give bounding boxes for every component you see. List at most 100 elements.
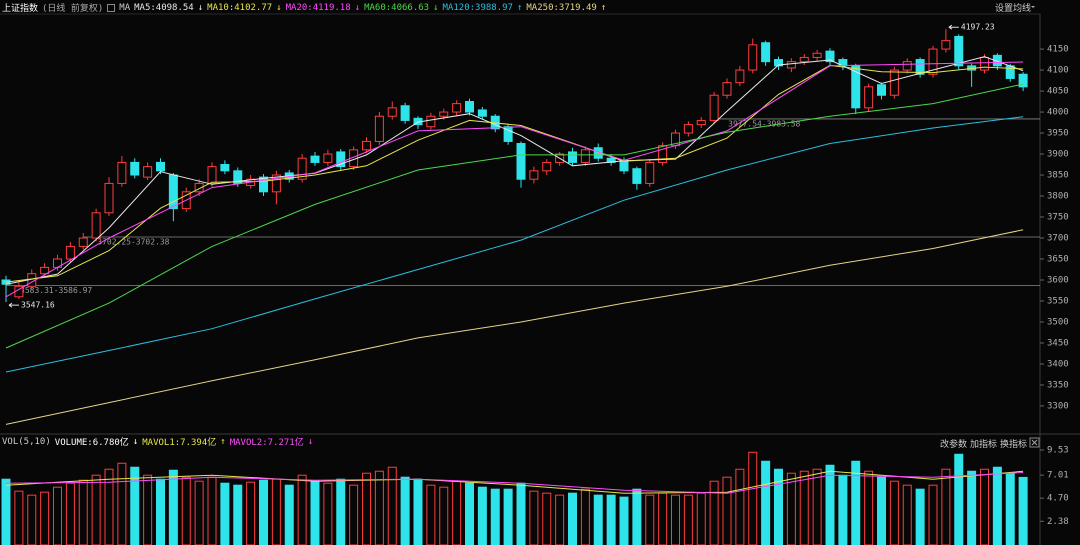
- volume-bar: [812, 468, 822, 545]
- ma-trend: ↓: [276, 2, 282, 13]
- candle-body: [130, 161, 140, 176]
- candle-body: [323, 153, 333, 163]
- volume-bar: [992, 466, 1002, 545]
- ma-trend: ↓: [354, 2, 361, 13]
- volume-bar: [40, 491, 50, 545]
- volume-bar: [91, 474, 101, 545]
- volume-bar: [671, 494, 680, 545]
- volume-bar: [53, 486, 62, 545]
- volume-bar: [413, 478, 423, 545]
- volume-bar: [722, 476, 732, 545]
- candle-body: [915, 59, 925, 75]
- candle-body: [877, 84, 886, 96]
- volume-bar: [336, 478, 346, 545]
- y-tick-label: 2.38: [1047, 517, 1069, 527]
- volume-bar: [864, 470, 874, 545]
- ma-trend: ↓: [433, 2, 439, 13]
- ma-trend: ↑: [516, 2, 523, 13]
- candle-body: [851, 65, 861, 109]
- candle-body: [297, 157, 307, 180]
- volume-bar: [194, 480, 204, 545]
- indicator-button[interactable]: 改参数: [940, 440, 968, 450]
- ma-legend: MA5:4098.54: [134, 2, 194, 13]
- candle-body: [735, 69, 745, 84]
- settings-button[interactable]: 设置均线: [995, 4, 1032, 14]
- volume-bar: [980, 468, 989, 545]
- volume-bar: [902, 484, 912, 545]
- y-tick-label: 3400: [1047, 359, 1069, 369]
- volume-bar: [748, 451, 758, 545]
- candle-body: [928, 48, 938, 75]
- volume-bar: [967, 470, 977, 545]
- volume-bar: [542, 492, 552, 545]
- volume-bar: [323, 482, 333, 545]
- volume-bar: [645, 494, 655, 545]
- candle-body: [580, 149, 590, 163]
- volume-bar: [928, 484, 938, 545]
- volume-bar: [452, 480, 462, 545]
- candle-body: [658, 145, 668, 163]
- candle-body: [387, 107, 397, 117]
- indicator-button[interactable]: 加指标: [970, 440, 998, 450]
- volume-bar: [168, 469, 178, 545]
- candle-body: [774, 59, 783, 67]
- candle-body: [902, 61, 912, 71]
- mavol-legend: MAVOL1:7.394亿: [142, 438, 217, 448]
- candle-body: [374, 115, 384, 142]
- volume-bar: [130, 466, 140, 545]
- ma-trend: ↑: [600, 2, 607, 13]
- volume-bar: [65, 482, 75, 545]
- volume-bar: [259, 479, 268, 545]
- candle-body: [992, 54, 1002, 67]
- volume-bar: [78, 479, 88, 545]
- candle-body: [761, 42, 771, 63]
- volume-bar: [632, 488, 642, 545]
- candle-body: [954, 35, 964, 67]
- volume-bar: [709, 480, 719, 545]
- candle-body: [271, 174, 281, 193]
- y-tick-label: 4.70: [1047, 494, 1069, 504]
- y-tick-label: 4150: [1047, 45, 1069, 55]
- volume-bar: [593, 494, 603, 545]
- y-tick-label: 3650: [1047, 255, 1069, 265]
- volume-bar: [246, 481, 256, 545]
- ma-legend: MA20:4119.18: [285, 2, 351, 13]
- volume-bar: [104, 468, 114, 545]
- volume-title: VOL(5,10): [2, 436, 51, 447]
- close-icon-x[interactable]: [1031, 439, 1038, 446]
- volume-bar: [503, 488, 513, 545]
- y-tick-label: 3450: [1047, 338, 1069, 348]
- volume-bar: [284, 484, 294, 545]
- volume-bar: [426, 484, 436, 545]
- candle-body: [645, 161, 655, 184]
- volume-bar: [619, 496, 629, 545]
- ma-line: [5, 116, 1024, 373]
- volume-bar: [14, 490, 24, 545]
- volume-bar: [580, 488, 590, 545]
- price-header: 上证指数 (日线 前复权) MA MA5:4098.54 ↓ MA10:4102.7…: [2, 1, 607, 15]
- volume-bar: [1, 478, 11, 545]
- candle-body: [516, 143, 526, 180]
- chart-subtitle: (日线 前复权): [42, 4, 104, 14]
- volume-bar: [271, 478, 281, 545]
- ma-line: [5, 229, 1024, 425]
- ma-line: [5, 472, 1024, 494]
- y-tick-label: 4100: [1047, 66, 1069, 76]
- help-icon[interactable]: [107, 3, 116, 12]
- candle-body: [207, 166, 217, 184]
- candle-body: [117, 161, 127, 184]
- volume-bar: [233, 484, 243, 545]
- close-icon[interactable]: [1029, 437, 1040, 448]
- mavol-trend: ↑: [220, 436, 226, 447]
- price-line-label: 3977.54-3983.58: [728, 119, 800, 128]
- candle-body: [696, 119, 706, 126]
- indicator-button[interactable]: 换指标: [1000, 440, 1028, 450]
- candle-body: [400, 105, 410, 121]
- volume-bar: [439, 486, 449, 545]
- ma-line: [5, 64, 1024, 283]
- dropdown-icon[interactable]: [1031, 6, 1035, 8]
- volume-bar: [387, 466, 397, 545]
- ma-line: [5, 61, 1024, 298]
- candle-body: [683, 124, 693, 134]
